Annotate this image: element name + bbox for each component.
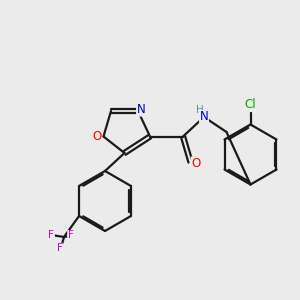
Text: N: N: [136, 103, 146, 116]
Text: O: O: [191, 157, 200, 170]
Text: H: H: [196, 105, 203, 116]
Text: F: F: [49, 230, 54, 240]
Text: Cl: Cl: [245, 98, 256, 112]
Text: O: O: [92, 130, 101, 143]
Text: F: F: [68, 230, 74, 241]
Text: F: F: [57, 243, 62, 254]
Text: N: N: [200, 110, 208, 124]
